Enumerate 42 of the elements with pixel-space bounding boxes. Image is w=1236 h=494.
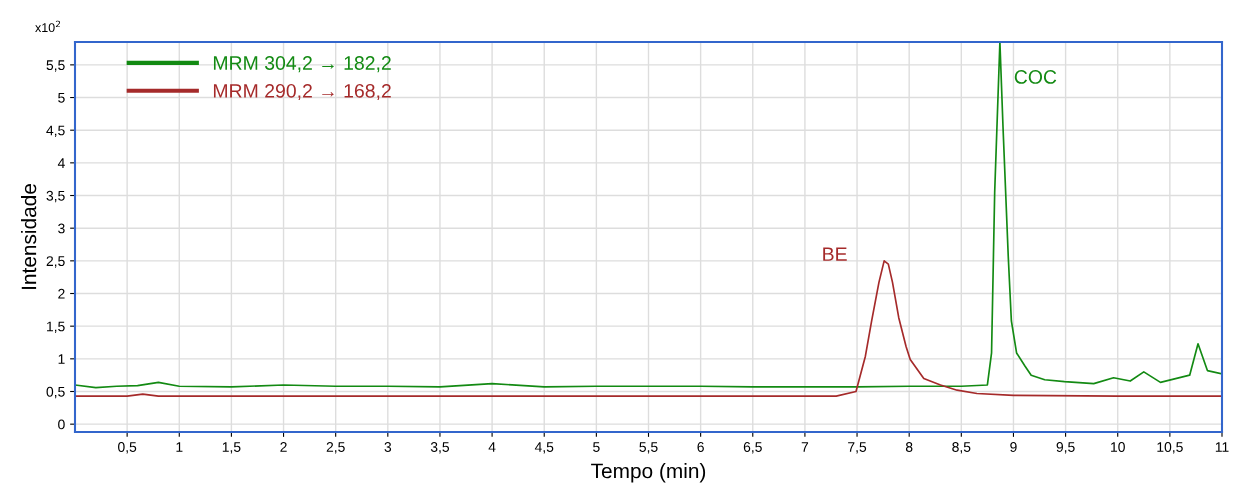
legend-label: MRM 304,2 → 182,2 [213, 56, 391, 73]
y-tick-label: 0 [58, 419, 65, 430]
text: x10$^{2}$ [35, 20, 60, 33]
x-tick-label: 4,5 [534, 442, 554, 454]
x-tick-label: 1,5 [222, 442, 241, 454]
x-tick-label: 7 [801, 442, 809, 452]
y-tick-label: 5 [58, 93, 65, 103]
x-tick-label: 4 [488, 442, 496, 452]
x-tick-label: 1 [176, 442, 183, 452]
x-tick-label: 6 [697, 442, 704, 452]
x-tick-label: 5,5 [639, 442, 658, 454]
x-tick-label: 3,5 [430, 442, 450, 454]
y-tick-label: 2 [58, 288, 65, 299]
y-tick-label: 1 [58, 354, 65, 364]
x-tick-label: 11 [1215, 442, 1229, 452]
x-tick-label: 2 [280, 442, 287, 452]
annotation: COC [1014, 70, 1057, 84]
x-tick-label: 3 [384, 442, 392, 452]
x-tick-label: 8 [905, 442, 913, 452]
y-tick-label: 4 [57, 158, 65, 168]
y-axis-title: Intensidade [21, 184, 37, 289]
x-tick-label: 0,5 [118, 442, 137, 454]
x-tick-label: 6,5 [743, 442, 762, 454]
x-tick-label: 2,5 [326, 442, 345, 454]
x-tick-label: 8,5 [952, 442, 971, 454]
line-series [75, 260, 1222, 397]
x-axis-title: Tempo (min) [591, 463, 706, 483]
x-tick-label: 10,5 [1157, 442, 1183, 454]
annotation: BE [823, 247, 847, 261]
x-tick-label: 10 [1111, 442, 1125, 452]
y-tick-label: 3 [58, 223, 65, 234]
x-tick-label: 9 [1010, 442, 1017, 452]
y-tick-label: 2,5 [46, 256, 65, 268]
y-tick-label: 5,5 [46, 60, 65, 72]
y-tick-label: 1,5 [47, 321, 65, 333]
y-tick-label: 0,5 [46, 386, 65, 399]
y-tick-label: 3,5 [46, 190, 65, 203]
x-tick-label: 9,5 [1056, 442, 1075, 454]
y-tick-label: 4,5 [46, 125, 65, 137]
legend-label: MRM 290,2 → 168,2 [213, 83, 391, 101]
x-tick-label: 5 [593, 442, 600, 452]
x-tick-label: 7,5 [848, 442, 867, 454]
